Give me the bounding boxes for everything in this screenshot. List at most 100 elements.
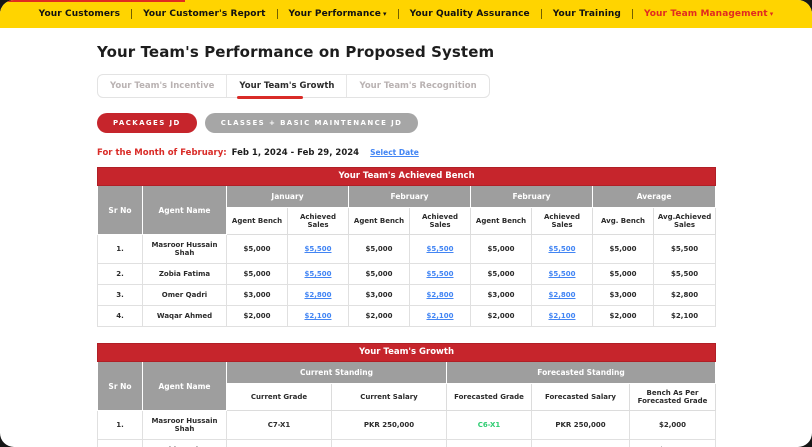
achieved-sales-link[interactable]: $2,800 [531,284,593,306]
achieved-sales-link[interactable]: $5,500 [409,234,471,264]
col-header-current-salary: Current Salary [331,383,447,411]
avg-bench-cell: $5,000 [592,234,654,264]
table-row: 3. Omer Qadri $3,000 $2,800 $3,000 $2,80… [97,284,717,306]
agent-bench-cell: $2,000 [470,305,532,327]
sr-no-cell: 2. [97,263,143,285]
achieved-sales-link[interactable]: $2,100 [287,305,349,327]
agent-name-cell: Masroor Hussain Shah [142,410,227,440]
agent-name-cell: Zobia Fatima [142,439,227,447]
current-salary-cell: PKR 250,000 [331,439,447,447]
table-title: Your Team's Growth [96,343,717,362]
achieved-sales-link[interactable]: $2,100 [531,305,593,327]
date-filter-row: For the Month of February: Feb 1, 2024 -… [97,148,715,158]
col-header-achieved-sales: Achieved Sales [409,207,471,235]
achieved-sales-link[interactable]: $5,500 [287,263,349,285]
nav-your-quality-assurance[interactable]: Your Quality Assurance [409,9,530,19]
filter-buttons: PACKAGES JD CLASSES + BASIC MAINTENANCE … [97,113,715,133]
table-row: 1. Masroor Hussain Shah C7-X1 PKR 250,00… [97,410,717,440]
agent-bench-cell: $5,000 [348,234,410,264]
col-header-agent-name: Agent Name [142,185,227,235]
bench-cell: $3,000 [628,439,717,447]
current-grade-cell: C7-X1 [226,410,332,440]
agent-bench-cell: $5,000 [226,234,288,264]
chevron-down-icon: ▾ [769,10,774,18]
nav-separator [397,9,399,19]
current-grade-cell: C6-Y2 [226,439,332,447]
nav-separator [540,9,542,19]
nav-separator [276,9,278,19]
sr-no-cell: 4. [97,305,143,327]
avg-achieved-sales-cell: $2,800 [652,284,717,306]
group-header-average: Average [591,185,717,208]
tab-bar: Your Team's Incentive Your Team's Growth… [97,74,490,99]
achieved-sales-link[interactable]: $5,500 [531,234,593,264]
bench-cell: $2,000 [628,410,717,440]
sr-no-cell: 1. [97,234,143,264]
col-header-agent-bench: Agent Bench [348,207,410,235]
avg-achieved-sales-cell: $2,100 [652,305,717,327]
nav-your-performance[interactable]: Your Performance ▾ [289,9,387,19]
group-header-current-standing: Current Standing [226,361,447,384]
agent-bench-cell: $3,000 [226,284,288,306]
col-header-agent-bench: Agent Bench [226,207,288,235]
sr-no-cell: 1. [97,410,143,440]
loading-bar [8,0,185,2]
col-header-forecasted-salary: Forecasted Salary [531,383,630,411]
col-header-bench-forecasted-grade: Bench As Per Forecasted Grade [628,383,717,411]
sr-no-cell: 2. [97,439,143,447]
achieved-sales-link[interactable]: $5,500 [531,263,593,285]
col-header-current-grade: Current Grade [226,383,332,411]
table-row: 1. Masroor Hussain Shah $5,000 $5,500 $5… [97,234,717,264]
achieved-sales-link[interactable]: $5,500 [409,263,471,285]
table-row: 4. Waqar Ahmed $2,000 $2,100 $2,000 $2,1… [97,305,717,327]
classes-basic-maintenance-jd-button[interactable]: CLASSES + BASIC MAINTENANCE JD [204,113,419,133]
nav-separator [131,9,133,19]
tab-your-teams-recognition[interactable]: Your Team's Recognition [346,75,488,97]
avg-achieved-sales-cell: $5,500 [652,234,717,264]
agent-bench-cell: $2,000 [226,305,288,327]
col-header-avg-achieved-sales: Avg.Achieved Sales [652,207,717,235]
tab-label: Your Team's Growth [239,81,335,91]
select-date-link[interactable]: Select Date [370,148,419,157]
forecasted-grade-cell: C6-X1 [446,410,532,440]
group-header-january: January [226,185,349,208]
group-header-february-2: February [470,185,593,208]
page-title: Your Team's Performance on Proposed Syst… [97,43,495,61]
agent-bench-cell: $3,000 [348,284,410,306]
nav-your-training[interactable]: Your Training [552,9,621,19]
achieved-sales-link[interactable]: $5,500 [287,234,349,264]
agent-name-cell: Masroor Hussain Shah [142,234,227,264]
sr-no-cell: 3. [97,284,143,306]
group-header-february-1: February [348,185,471,208]
date-range: Feb 1, 2024 - Feb 29, 2024 [231,148,360,158]
agent-bench-cell: $5,000 [470,263,532,285]
agent-bench-cell: $2,000 [348,305,410,327]
col-header-agent-name: Agent Name [142,361,227,411]
achieved-sales-link[interactable]: $2,800 [287,284,349,306]
packages-jd-button[interactable]: PACKAGES JD [97,113,197,133]
nav-label: Your Team Management [643,9,768,19]
table-row: 2. Zobia Fatima $5,000 $5,500 $5,000 $5,… [97,263,717,285]
col-header-achieved-sales: Achieved Sales [287,207,349,235]
col-header-agent-bench: Agent Bench [470,207,532,235]
top-navigation: Your Customers Your Customer's Report Yo… [0,0,812,28]
team-growth-table: Your Team's Growth Sr No Agent Name Curr… [96,343,717,447]
tab-your-teams-growth[interactable]: Your Team's Growth [226,75,346,99]
achieved-sales-link[interactable]: $2,800 [409,284,471,306]
col-header-achieved-sales: Achieved Sales [531,207,593,235]
avg-bench-cell: $2,000 [592,305,654,327]
main-content: Your Team's Performance on Proposed Syst… [0,43,812,447]
nav-your-customers-report[interactable]: Your Customer's Report [143,9,266,19]
achieved-sales-link[interactable]: $2,100 [409,305,471,327]
col-header-sr-no: Sr No [97,361,143,411]
active-tab-indicator [237,96,303,99]
table-title: Your Team's Achieved Bench [96,167,717,186]
table-row: 2. Zobia Fatima C6-Y2 PKR 250,000 C5-Y2 … [97,439,717,447]
current-salary-cell: PKR 250,000 [331,410,447,440]
forecasted-salary-cell: PKR 250,000 [531,410,630,440]
nav-your-customers[interactable]: Your Customers [38,9,121,19]
tab-your-teams-incentive[interactable]: Your Team's Incentive [110,81,215,91]
agent-bench-cell: $5,000 [470,234,532,264]
nav-your-team-management[interactable]: Your Team Management ▾ [644,9,773,19]
